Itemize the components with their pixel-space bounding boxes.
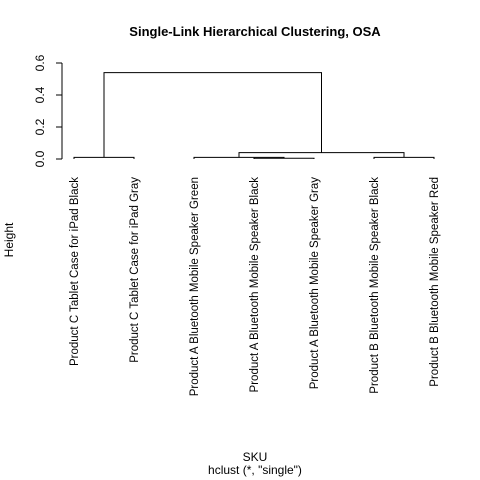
leaf-label: Product A Bluetooth Mobile Speaker Green	[189, 177, 201, 396]
leaf-labels: Product C Tablet Case for iPad Black Prod…	[69, 177, 441, 397]
chart-title: Single-Link Hierarchical Clustering, OSA	[129, 24, 381, 39]
dendrogram-link	[103, 72, 322, 158]
leaf-label: Product B Bluetooth Mobile Speaker Red	[429, 177, 441, 387]
y-tick-label: 0.4	[33, 86, 47, 103]
leaf-label: Product B Bluetooth Mobile Speaker Black	[369, 177, 381, 394]
leaf-label: Product C Tablet Case for iPad Gray	[129, 177, 141, 363]
dendrogram-link	[253, 157, 315, 159]
y-axis: 0.0 0.2 0.4 0.6	[33, 54, 63, 167]
dendrogram-link	[238, 152, 405, 158]
y-tick-label: 0.2	[33, 118, 47, 135]
leaf-label: Product C Tablet Case for iPad Black	[69, 177, 81, 366]
method-label: hclust (*, "single")	[208, 463, 302, 477]
dendrogram-link	[373, 156, 435, 159]
y-axis-label: Height	[2, 222, 16, 257]
leaf-label: Product A Bluetooth Mobile Speaker Black	[249, 177, 261, 393]
y-tick-label: 0.0	[33, 150, 47, 167]
y-tick-label: 0.6	[33, 54, 47, 71]
x-axis-label: SKU	[243, 450, 268, 464]
leaf-label: Product A Bluetooth Mobile Speaker Gray	[309, 177, 321, 389]
dendrogram-links	[73, 72, 435, 159]
dendrogram-link	[73, 156, 135, 159]
